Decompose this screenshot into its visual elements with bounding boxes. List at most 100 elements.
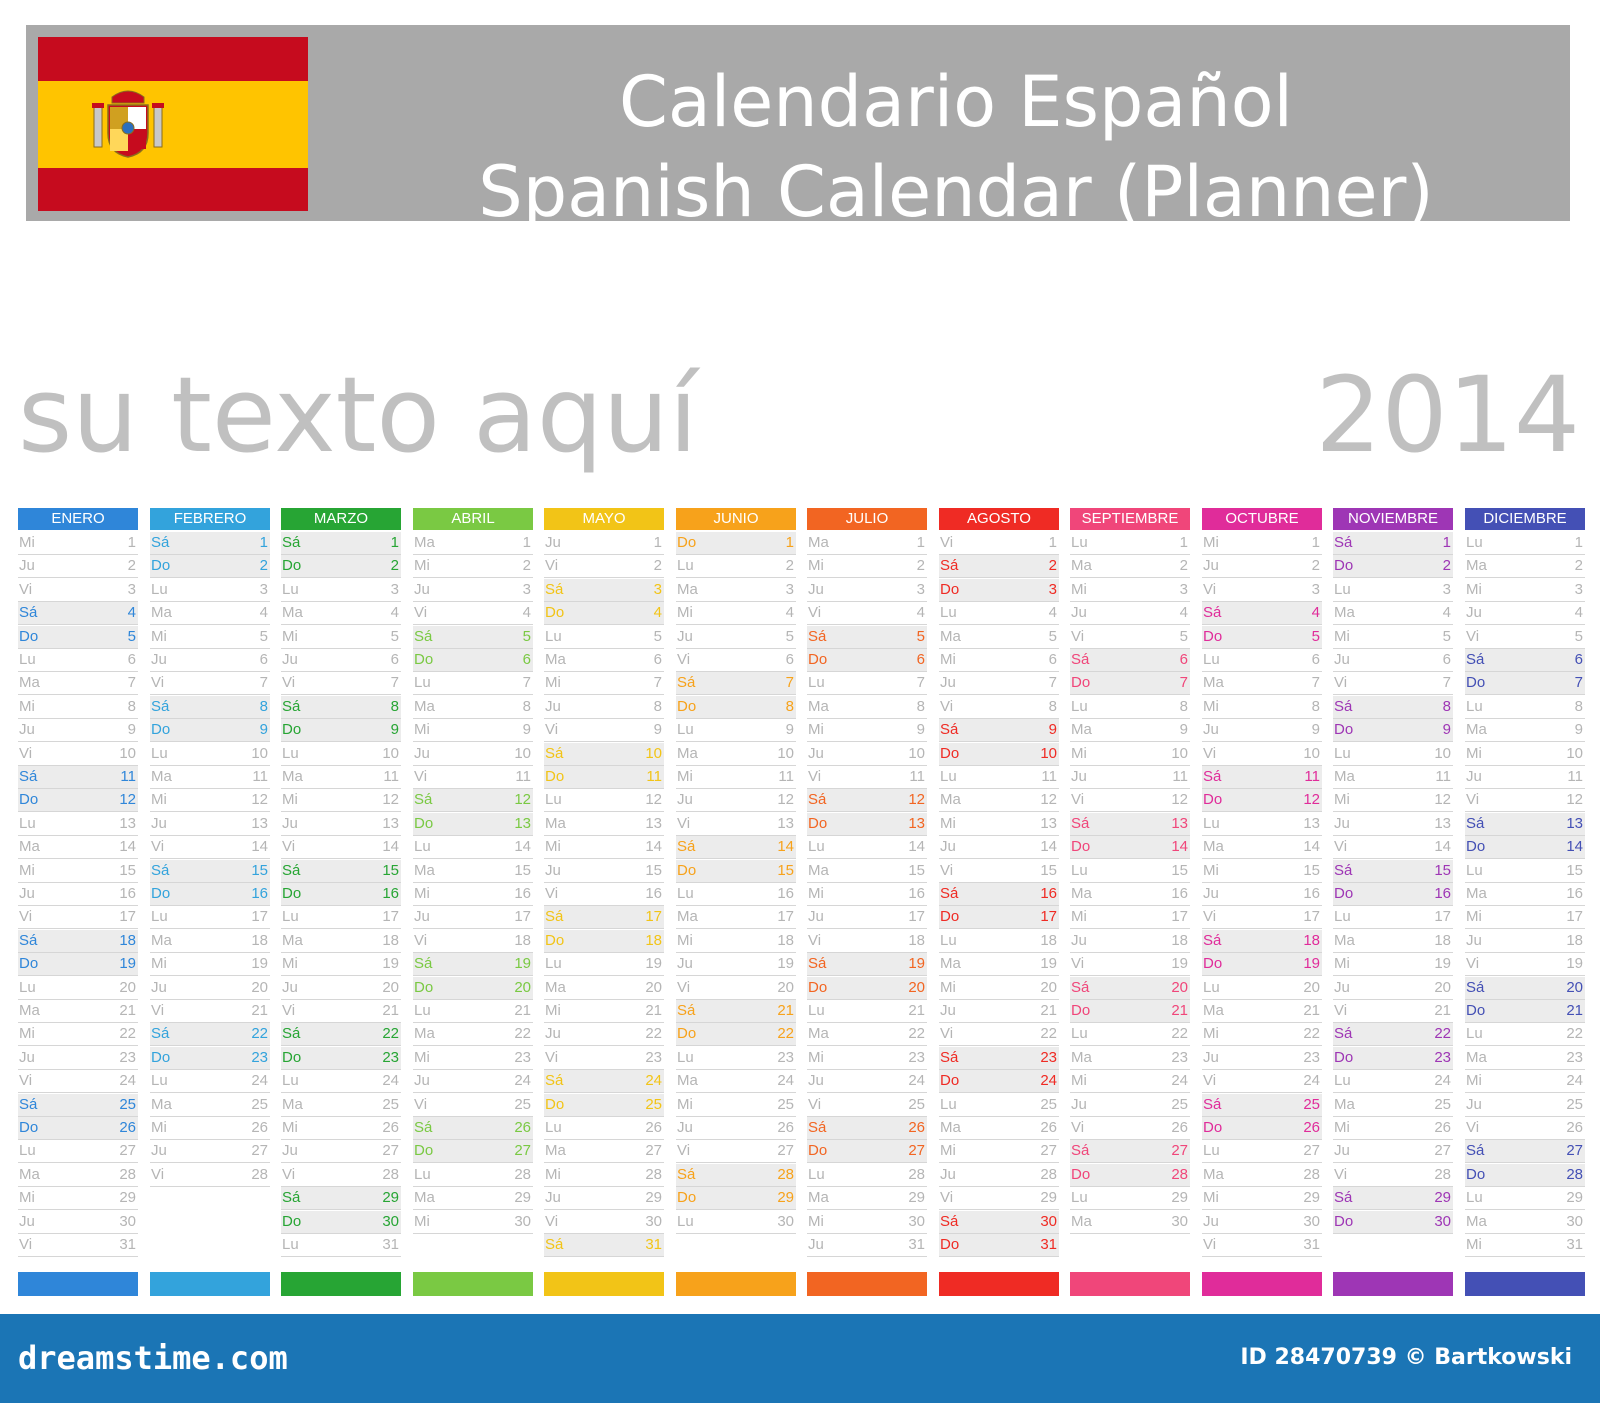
day-number: 25 [382,1096,399,1113]
weekday-label: Vi [808,768,822,785]
month-header: ABRIL [413,508,533,530]
weekday-label: Sá [1466,815,1485,832]
day-number: 20 [1040,979,1057,996]
weekday-label: Do [19,791,39,808]
day-row: Lu 22 [1465,1023,1585,1046]
day-row: Sá 26 [413,1117,533,1140]
day-row: Ma 13 [544,813,664,836]
weekday-label: Do [940,908,960,925]
weekday-label: Mi [151,791,167,808]
weekday-label: Vi [19,908,33,925]
day-row: Lu 12 [544,789,664,812]
weekday-label: Lu [1466,862,1483,879]
day-row: Mi 19 [150,953,270,976]
weekday-label: Lu [808,1002,825,1019]
weekday-label: Sá [414,955,433,972]
weekday-label: Do [19,628,39,645]
weekday-label: Mi [414,885,430,902]
day-number: 13 [1171,815,1188,832]
day-row: Vi 16 [544,883,664,906]
weekday-label: Sá [19,768,38,785]
weekday-label: Lu [151,581,168,598]
day-number: 3 [390,581,399,598]
weekday-label: Mi [808,1049,824,1066]
day-number: 26 [1171,1119,1188,1136]
day-row: Mi 30 [413,1211,533,1234]
day-row: Ma 16 [1070,883,1190,906]
day-number: 23 [514,1049,531,1066]
weekday-label: Vi [545,557,559,574]
footer-brand[interactable]: dreamstime.com [18,1339,288,1377]
day-number: 9 [127,721,136,738]
weekday-label: Sá [808,791,827,808]
weekday-label: Ma [19,674,40,691]
day-number: 4 [653,604,662,621]
weekday-label: Mi [151,628,167,645]
day-number: 16 [777,885,794,902]
weekday-label: Vi [1203,581,1217,598]
weekday-label: Ju [19,1213,35,1230]
footer-bar: dreamstime.com ID 28470739 © Bartkowski [0,1314,1600,1403]
weekday-label: Do [1203,628,1223,645]
placeholder-text: su texto aquí [18,354,698,476]
weekday-label: Lu [19,815,36,832]
day-number: 8 [653,698,662,715]
weekday-label: Ju [1071,1096,1087,1113]
day-number: 18 [514,932,531,949]
day-row: Ma 7 [18,672,138,695]
day-row: Ma 24 [676,1070,796,1093]
weekday-label: Ma [1466,721,1487,738]
day-row: Do 12 [1202,789,1322,812]
weekday-label: Sá [545,581,564,598]
weekday-label: Sá [545,1072,564,1089]
day-number: 24 [1566,1072,1583,1089]
day-number: 13 [1566,815,1583,832]
weekday-label: Do [677,534,697,551]
day-row: Sá 5 [413,626,533,649]
day-number: 22 [514,1025,531,1042]
day-row: Ma 29 [413,1187,533,1210]
day-number: 16 [1434,885,1451,902]
day-number: 9 [259,721,268,738]
day-number: 15 [1303,862,1320,879]
weekday-label: Sá [545,1236,564,1253]
day-row: Do 1 [676,532,796,555]
day-row: Ma 14 [18,836,138,859]
day-row: Ju 17 [413,906,533,929]
weekday-label: Sá [1334,1189,1353,1206]
day-number: 15 [514,862,531,879]
day-number: 4 [916,604,925,621]
day-row: Lu 3 [150,579,270,602]
day-row: Ju 18 [1070,930,1190,953]
day-row: Ju 26 [676,1117,796,1140]
month-footer-bar [1465,1272,1585,1296]
weekday-label: Sá [414,1119,433,1136]
day-number: 3 [1311,581,1320,598]
weekday-label: Mi [1203,1025,1219,1042]
day-number: 23 [119,1049,136,1066]
day-number: 20 [777,979,794,996]
day-number: 25 [1303,1096,1320,1113]
day-row: Vi 4 [807,602,927,625]
day-number: 29 [514,1189,531,1206]
day-row: Sá 25 [18,1094,138,1117]
weekday-label: Mi [545,838,561,855]
day-number: 21 [1434,1002,1451,1019]
day-row: Ju 13 [281,813,401,836]
day-number: 26 [645,1119,662,1136]
day-row: Mi 6 [939,649,1059,672]
day-row: Do 2 [281,555,401,578]
day-number: 11 [646,768,662,785]
weekday-label: Ju [19,557,35,574]
weekday-label: Do [1466,674,1486,691]
month-footer-bar [676,1272,796,1296]
weekday-label: Mi [1334,628,1350,645]
day-row: Ju 30 [1202,1211,1322,1234]
day-row: Do 7 [1070,672,1190,695]
day-number: 26 [777,1119,794,1136]
day-row: Lu 24 [150,1070,270,1093]
day-number: 29 [1171,1189,1188,1206]
weekday-label: Lu [1071,1025,1088,1042]
day-row: Mi 25 [676,1094,796,1117]
day-row: Do 9 [150,719,270,742]
